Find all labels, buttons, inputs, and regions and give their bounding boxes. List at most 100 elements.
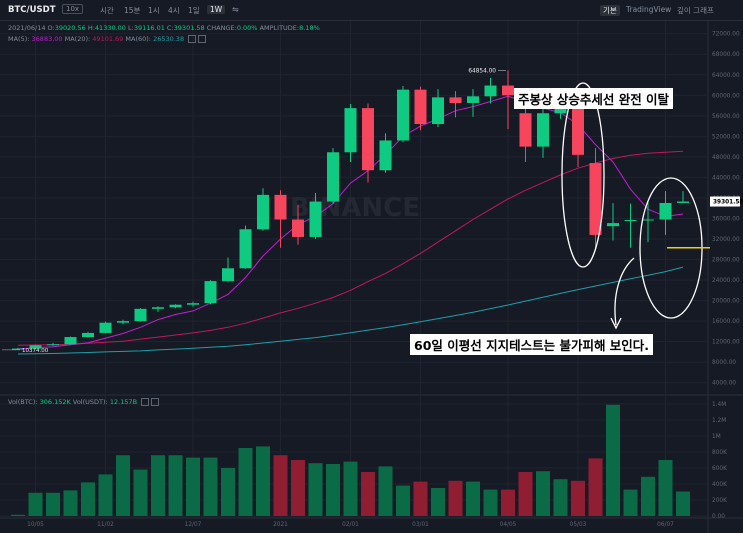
price-tick-label: 36000.00 — [712, 216, 740, 222]
view-tradingview[interactable]: TradingView — [626, 5, 672, 14]
candle-body — [642, 219, 654, 221]
indicator-settings-icon[interactable]: ⇋ — [232, 5, 239, 14]
high-value: 41330.00 — [94, 24, 126, 32]
candle-body — [134, 308, 147, 322]
price-markers: 64854.00 10374.00 39301.58 — [2, 68, 743, 354]
candle-body — [327, 152, 339, 202]
volume-bar — [396, 485, 410, 516]
interval-hour[interactable]: 시간 — [100, 6, 114, 15]
price-tick-label: 32000.00 — [712, 237, 740, 243]
volume-bar — [431, 488, 445, 516]
price-tick-label: 68000.00 — [712, 52, 740, 58]
price-tick-label: 56000.00 — [712, 114, 740, 120]
time-tick-label: 02/01 — [342, 522, 359, 528]
volume-bar — [448, 480, 463, 516]
leverage-badge[interactable]: 10x — [62, 4, 84, 14]
time-tick-label: 05/03 — [570, 522, 587, 528]
candle-body — [624, 220, 637, 222]
vol-close-icon[interactable] — [151, 398, 160, 406]
high-label: H: — [87, 24, 95, 32]
price-tick-label: 64000.00 — [712, 73, 740, 79]
ma20-value: 49101.69 — [92, 35, 124, 43]
candle-body — [239, 229, 252, 269]
ma20-label: MA(20): — [64, 35, 91, 43]
candle-body — [432, 97, 444, 125]
candle-body — [572, 97, 584, 155]
interval-15m[interactable]: 15분 — [124, 6, 141, 15]
volume-bar — [343, 461, 358, 516]
price-tick-label: 72000.00 — [712, 32, 740, 38]
volume-bar — [273, 455, 288, 516]
volume-bars — [11, 404, 690, 516]
candle-body — [117, 321, 129, 323]
current-price-tag — [710, 196, 740, 207]
price-tick-label: 52000.00 — [712, 134, 740, 140]
top-toolbar: BTC/USDT 10x 시간 15분 1시 4시 1일 1W ⇋ 기본 Tra… — [0, 0, 743, 21]
annotation-ma60-support: 60일 이평선 지지테스트는 불가피해 보인다. — [410, 334, 654, 355]
volume-bar — [413, 481, 428, 516]
volume-tick-label: 400K — [712, 482, 727, 488]
price-tick-label: 20000.00 — [712, 299, 740, 305]
change-label: CHANGE: — [206, 24, 237, 32]
ohlc-info: 2021/06/14 O:39020.56 H:41330.00 L:39116… — [8, 24, 320, 32]
volume-bar — [63, 490, 78, 516]
symbol-pair[interactable]: BTC/USDT — [8, 5, 56, 15]
candle-body — [537, 113, 549, 147]
view-basic[interactable]: 기본 — [600, 5, 620, 16]
candle-body — [29, 345, 42, 349]
volume-bar — [133, 469, 148, 516]
price-tick-label: 44000.00 — [712, 175, 740, 181]
view-depth[interactable]: 깊이 그래프 — [677, 6, 714, 15]
volume-tick-label: 200K — [712, 498, 727, 504]
candle-body — [519, 113, 532, 147]
volume-tick-label: 0.00 — [712, 514, 725, 520]
ma-info: MA(5): 36883.00 MA(20): 49101.69 MA(60):… — [8, 35, 207, 43]
interval-1w[interactable]: 1W — [207, 5, 226, 14]
volume-bar — [623, 489, 638, 516]
vol-settings-icon[interactable] — [141, 398, 150, 406]
time-tick-label: 11/02 — [97, 522, 114, 528]
interval-1h[interactable]: 1시 — [148, 6, 160, 15]
volume-bar — [536, 471, 550, 516]
volume-bar — [553, 479, 568, 516]
volume-bar — [361, 472, 375, 516]
ma5-label: MA(5): — [8, 35, 30, 43]
candle-body — [502, 85, 514, 96]
ma-settings-icon[interactable] — [188, 35, 197, 43]
time-tick-label: 2021 — [273, 522, 288, 528]
change-value: 0.00% — [236, 24, 258, 32]
open-value: 39020.56 — [54, 24, 86, 32]
candle-body — [292, 219, 304, 237]
candle-body — [449, 97, 462, 103]
candle-body — [169, 304, 182, 308]
volume-info: Vol(BTC): 306.152K Vol(USDT): 12.157B — [8, 398, 160, 406]
time-tick-label: 03/01 — [412, 522, 429, 528]
ma-close-icon[interactable] — [198, 35, 207, 43]
time-tick-label: 10/05 — [27, 522, 44, 528]
volume-bar — [308, 463, 323, 516]
volume-bar — [221, 468, 235, 516]
candle-body — [187, 303, 199, 305]
price-axis: 4000.00 8000.00 12000.00 16000.00 20000.00 24… — [712, 32, 740, 387]
low-value: 39116.01 — [133, 24, 165, 32]
volume-bar — [186, 457, 200, 516]
interval-4h[interactable]: 4시 — [168, 6, 180, 15]
volume-bar — [466, 481, 480, 516]
ma60-line — [17, 266, 684, 355]
candle-body — [99, 322, 112, 333]
open-label: O: — [47, 24, 55, 32]
volume-bar — [238, 448, 253, 516]
vol-btc-label: Vol(BTC): — [8, 398, 38, 406]
price-tick-label: 60000.00 — [712, 93, 740, 99]
candle-body — [152, 307, 164, 309]
candle-body — [344, 108, 357, 153]
volume-bar — [11, 514, 25, 516]
volume-tick-label: 1.2M — [712, 418, 726, 424]
vol-btc-value: 306.152K — [39, 398, 71, 406]
vol-usdt-label: Vol(USDT): — [72, 398, 108, 406]
price-tick-label: 4000.00 — [712, 381, 736, 387]
interval-1d[interactable]: 1일 — [188, 6, 200, 15]
candle-body — [677, 201, 689, 203]
candle-body — [222, 268, 234, 282]
